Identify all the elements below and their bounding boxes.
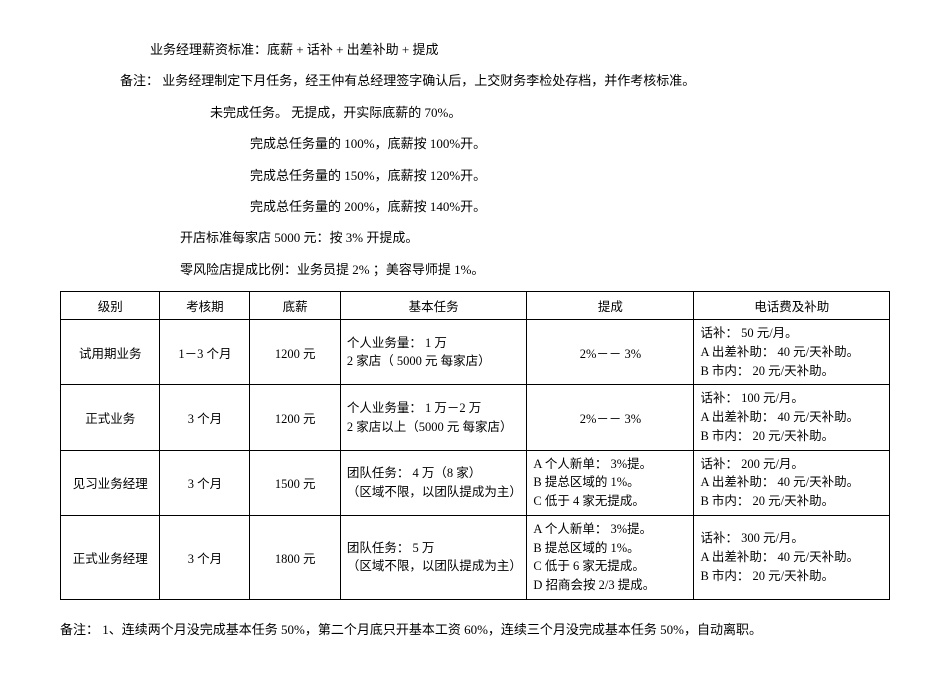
table-row: 试用期业务1－3 个月1200 元个人业务量： 1 万2 家店（ 5000 元 …: [61, 320, 890, 385]
table-body: 试用期业务1－3 个月1200 元个人业务量： 1 万2 家店（ 5000 元 …: [61, 320, 890, 600]
title-line: 业务经理薪资标准：底薪 + 话补 + 出差补助 + 提成: [60, 38, 890, 61]
cell-commission: A 个人新单： 3%提。B 提总区域的 1%。C 低于 6 家无提成。D 招商会…: [527, 515, 694, 599]
table-row: 见习业务经理3 个月1500 元团队任务： 4 万（8 家）（区域不限，以团队提…: [61, 450, 890, 515]
note-line: 备注： 业务经理制定下月任务，经王仲有总经理签字确认后，上交财务李检处存档，并作…: [60, 69, 890, 92]
table-header-row: 级别 考核期 底薪 基本任务 提成 电话费及补助: [61, 292, 890, 320]
cell-commission: A 个人新单： 3%提。B 提总区域的 1%。C 低于 4 家无提成。: [527, 450, 694, 515]
cell-phone: 话补： 100 元/月。A 出差补助： 40 元/天补助。B 市内： 20 元/…: [694, 385, 890, 450]
rule-incomplete: 未完成任务。 无提成，开实际底薪的 70%。: [60, 101, 890, 124]
th-task: 基本任务: [340, 292, 527, 320]
table-row: 正式业务经理3 个月1800 元团队任务： 5 万（区域不限，以团队提成为主）A…: [61, 515, 890, 599]
cell-base: 1500 元: [250, 450, 341, 515]
cell-level: 正式业务: [61, 385, 160, 450]
rule-200: 完成总任务量的 200%，底薪按 140%开。: [60, 195, 890, 218]
th-base: 底薪: [250, 292, 341, 320]
cell-phone: 话补： 200 元/月。A 出差补助： 40 元/天补助。B 市内： 20 元/…: [694, 450, 890, 515]
cell-period: 1－3 个月: [160, 320, 250, 385]
cell-commission: 2%－－ 3%: [527, 320, 694, 385]
cell-level: 正式业务经理: [61, 515, 160, 599]
cell-phone: 话补： 50 元/月。A 出差补助： 40 元/天补助。B 市内： 20 元/天…: [694, 320, 890, 385]
table-row: 正式业务3 个月1200 元个人业务量： 1 万－2 万2 家店以上（5000 …: [61, 385, 890, 450]
cell-task: 个人业务量： 1 万－2 万2 家店以上（5000 元 每家店）: [340, 385, 527, 450]
cell-level: 见习业务经理: [61, 450, 160, 515]
th-period: 考核期: [160, 292, 250, 320]
store-commission: 开店标准每家店 5000 元：按 3% 开提成。: [60, 226, 890, 249]
rule-150: 完成总任务量的 150%，底薪按 120%开。: [60, 164, 890, 187]
cell-base: 1800 元: [250, 515, 341, 599]
th-commission: 提成: [527, 292, 694, 320]
rule-100: 完成总任务量的 100%，底薪按 100%开。: [60, 132, 890, 155]
cell-base: 1200 元: [250, 320, 341, 385]
cell-period: 3 个月: [160, 450, 250, 515]
footer-note: 备注： 1、连续两个月没完成基本任务 50%，第二个月底只开基本工资 60%，连…: [60, 618, 890, 641]
th-level: 级别: [61, 292, 160, 320]
cell-base: 1200 元: [250, 385, 341, 450]
cell-task: 团队任务： 5 万（区域不限，以团队提成为主）: [340, 515, 527, 599]
cell-period: 3 个月: [160, 515, 250, 599]
cell-task: 团队任务： 4 万（8 家）（区域不限，以团队提成为主）: [340, 450, 527, 515]
cell-level: 试用期业务: [61, 320, 160, 385]
cell-task: 个人业务量： 1 万2 家店（ 5000 元 每家店）: [340, 320, 527, 385]
cell-period: 3 个月: [160, 385, 250, 450]
cell-phone: 话补： 300 元/月。A 出差补助： 40 元/天补助。B 市内： 20 元/…: [694, 515, 890, 599]
cell-commission: 2%－－ 3%: [527, 385, 694, 450]
zero-risk-commission: 零风险店提成比例：业务员提 2% ；美容导师提 1%。: [60, 258, 890, 281]
th-phone: 电话费及补助: [694, 292, 890, 320]
salary-table: 级别 考核期 底薪 基本任务 提成 电话费及补助 试用期业务1－3 个月1200…: [60, 291, 890, 600]
